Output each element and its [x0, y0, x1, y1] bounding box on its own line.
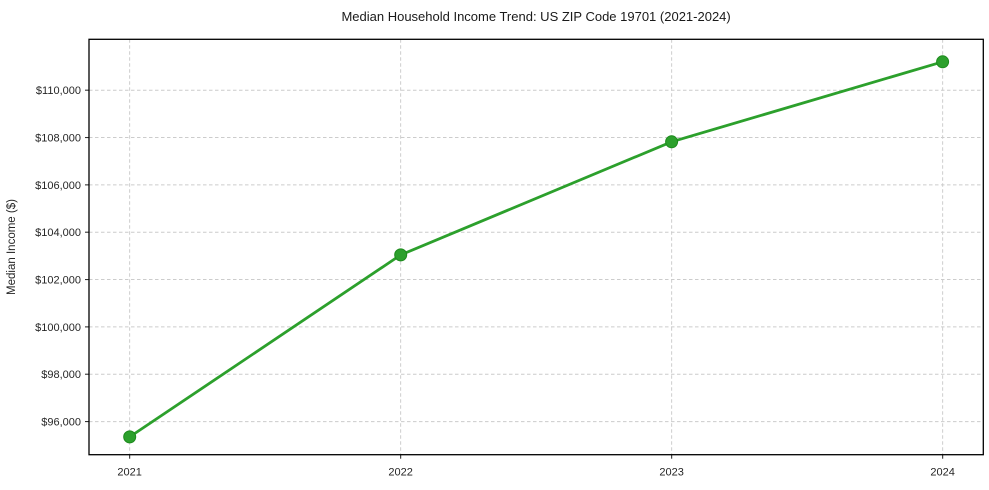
y-axis-label: Median Income ($) [6, 199, 18, 295]
y-tick-label: $106,000 [35, 180, 81, 192]
data-point [665, 135, 679, 149]
x-gridlines [129, 39, 944, 455]
data-point [394, 248, 408, 262]
chart-title: Median Household Income Trend: US ZIP Co… [341, 9, 730, 24]
y-tick-labels: $96,000 $98,000 $100,000 $102,000 $104,000 $1… [35, 85, 81, 428]
x-tick-labels: 2021 2022 2023 2024 [117, 467, 954, 479]
x-tick-label: 2024 [930, 467, 954, 479]
trend-line [128, 60, 944, 439]
data-point [123, 430, 137, 444]
x-tick-label: 2023 [659, 467, 683, 479]
y-tick-label: $104,000 [35, 227, 81, 239]
x-tick-label: 2022 [388, 467, 412, 479]
plot-border [88, 38, 984, 456]
x-tick-label: 2021 [117, 467, 141, 479]
y-tick-label: $110,000 [36, 85, 81, 97]
y-tick-label: $108,000 [35, 133, 81, 145]
axis-ticks [85, 89, 944, 459]
y-tick-label: $98,000 [41, 369, 81, 381]
y-tick-label: $100,000 [35, 322, 81, 334]
y-tick-label: $102,000 [35, 275, 81, 287]
y-gridlines [89, 89, 984, 423]
y-tick-label: $96,000 [41, 417, 81, 429]
data-point [936, 55, 950, 69]
data-point-markers [123, 55, 950, 444]
